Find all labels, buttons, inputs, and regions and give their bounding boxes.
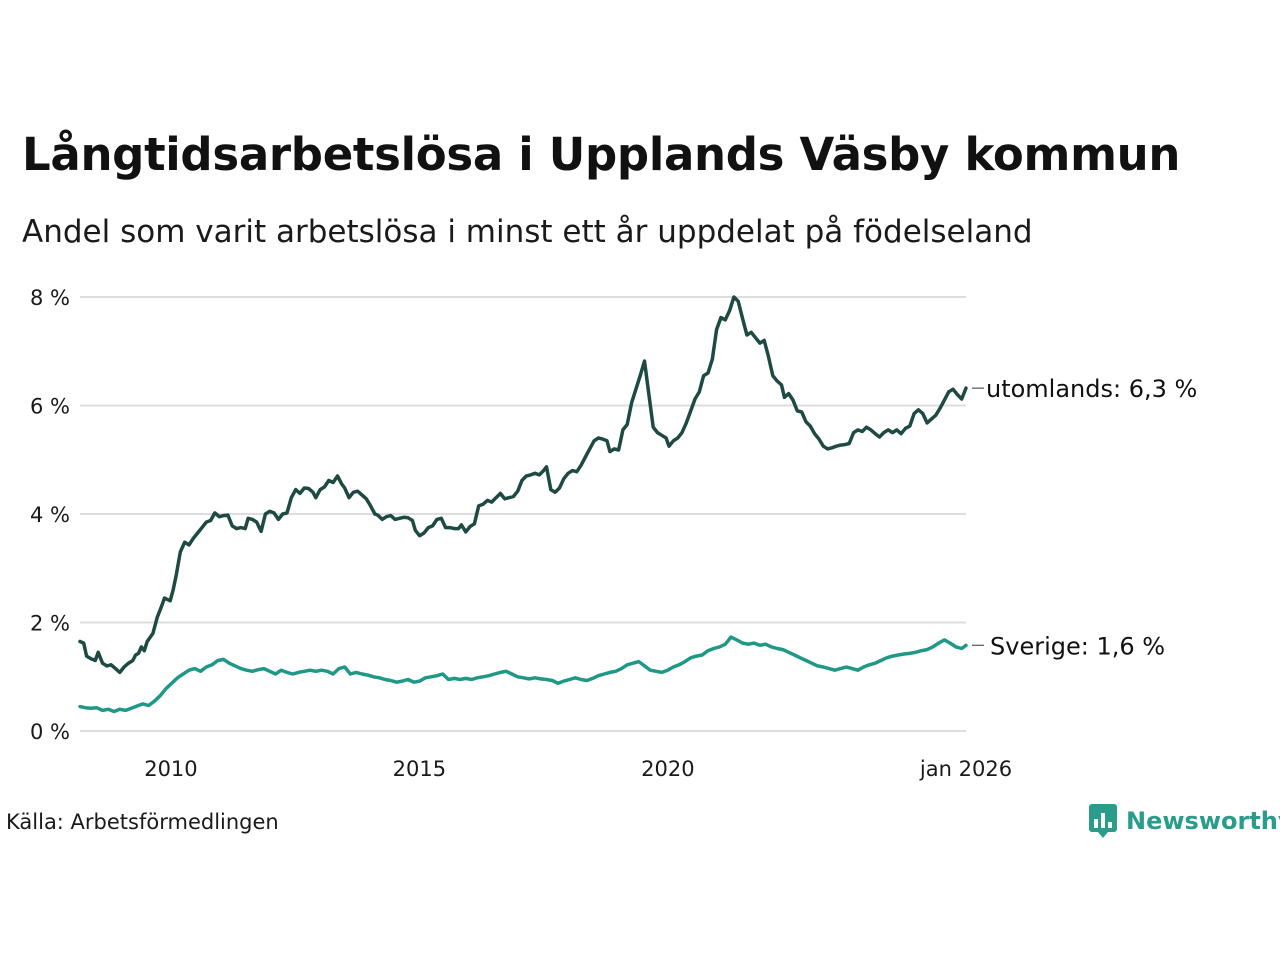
y-tick-label: 2 % [30, 612, 70, 636]
newsworthy-logo-icon [1089, 804, 1117, 838]
x-axis: 2010 2015 2020 jan 2026 [144, 757, 1012, 781]
brand-name: Newsworthy [1126, 807, 1280, 835]
y-axis: 0 % 2 % 4 % 6 % 8 % [30, 286, 70, 744]
chart-title: Långtidsarbetslösa i Upplands Väsby komm… [22, 128, 1181, 181]
x-tick-label: 2020 [641, 757, 694, 781]
end-label-utomlands: utomlands: 6,3 % [986, 375, 1197, 403]
source-note: Källa: Arbetsförmedlingen [6, 810, 279, 834]
chart-subtitle: Andel som varit arbetslösa i minst ett å… [22, 214, 1033, 250]
y-tick-label: 8 % [30, 286, 70, 310]
newsworthy-logo: Newsworthy [1088, 803, 1280, 839]
series-line-utomlands [78, 295, 968, 675]
y-tick-label: 6 % [30, 395, 70, 419]
end-labels: utomlands: 6,3 % Sverige: 1,6 % [972, 375, 1197, 660]
x-tick-label: jan 2026 [919, 757, 1012, 781]
x-tick-label: 2015 [393, 757, 446, 781]
series-line-sverige [78, 635, 968, 714]
end-label-sverige: Sverige: 1,6 % [990, 632, 1165, 660]
series-lines [78, 295, 968, 714]
x-tick-label: 2010 [144, 757, 197, 781]
gridlines [80, 296, 966, 732]
y-tick-label: 4 % [30, 503, 70, 527]
y-tick-label: 0 % [30, 720, 70, 744]
